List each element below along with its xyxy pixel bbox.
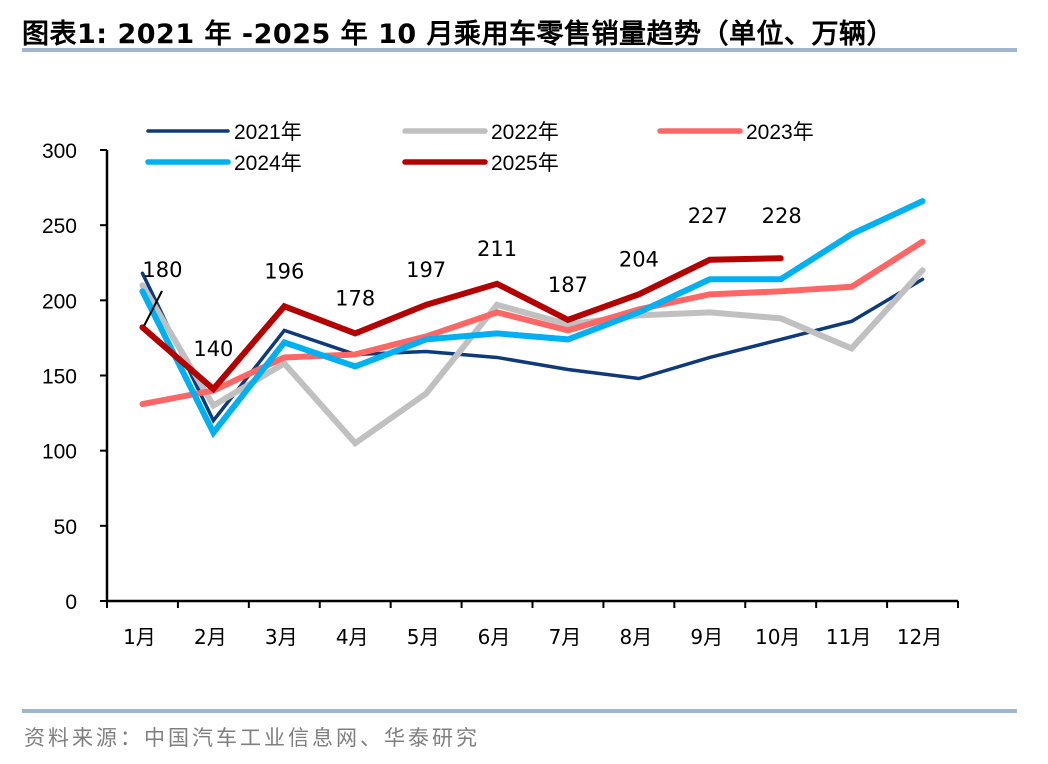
x-tick-label: 10月 (755, 625, 800, 649)
x-tick-label: 7月 (549, 625, 582, 649)
x-tick-label: 4月 (336, 625, 369, 649)
data-labels: 180 140 196 178 197 211 187 204 227 228 (142, 204, 801, 361)
legend: 2021年 2022年 2023年 2024年 2025年 (145, 121, 814, 175)
legend-label: 2024年 (234, 152, 302, 175)
line-chart: 0 50 100 150 200 250 300 1月 2月 3月 4月 5月 6月 7月 8月 9月 10月 1… (42, 121, 959, 649)
series-lines (139, 198, 926, 448)
series-line-2023 (139, 238, 926, 408)
label-leader-line (143, 290, 163, 327)
data-label: 187 (548, 273, 588, 297)
y-tick-label: 300 (42, 140, 77, 163)
data-label: 211 (477, 237, 517, 261)
title-divider (22, 48, 1017, 52)
x-tick-label: 5月 (407, 625, 440, 649)
y-tick-label: 200 (42, 290, 77, 313)
y-tick-label: 150 (42, 366, 77, 389)
y-tick-label: 250 (42, 215, 77, 238)
figure-title: 图表1: 2021 年 -2025 年 10 月乘用车零售销量趋势（单位、万辆） (22, 19, 895, 50)
data-label: 204 (619, 247, 659, 271)
data-label: 196 (264, 259, 304, 283)
data-label: 140 (193, 337, 233, 361)
x-tick-label: 6月 (478, 625, 511, 649)
data-label: 180 (142, 258, 182, 282)
y-tick-label: 0 (65, 591, 77, 614)
data-label: 228 (762, 204, 802, 228)
data-label: 227 (688, 204, 728, 228)
axes: 0 50 100 150 200 250 300 1月 2月 3月 4月 5月 6月 7月 8月 9月 10月 1… (42, 140, 959, 649)
x-tick-label: 11月 (826, 625, 871, 649)
x-tick-label: 12月 (897, 625, 942, 649)
x-tick-label: 9月 (690, 625, 723, 649)
source-note: 资料来源：中国汽车工业信息网、华泰研究 (24, 726, 480, 750)
x-tick-label: 8月 (620, 625, 653, 649)
x-tick-label: 1月 (123, 625, 156, 649)
series-line-2025 (139, 255, 784, 394)
x-tick-label: 2月 (194, 625, 227, 649)
series-line-2021 (140, 271, 925, 424)
series-line-2022 (139, 267, 926, 448)
x-tick-label: 3月 (265, 625, 298, 649)
legend-label: 2025年 (491, 152, 559, 175)
series-line-2024 (139, 198, 926, 439)
data-label: 197 (406, 258, 446, 282)
y-tick-label: 50 (54, 516, 77, 539)
legend-label: 2021年 (234, 121, 302, 144)
legend-label: 2023年 (746, 121, 814, 144)
y-tick-label: 100 (42, 441, 77, 464)
source-divider (22, 709, 1017, 713)
legend-label: 2022年 (491, 121, 559, 144)
data-label: 178 (335, 286, 375, 310)
